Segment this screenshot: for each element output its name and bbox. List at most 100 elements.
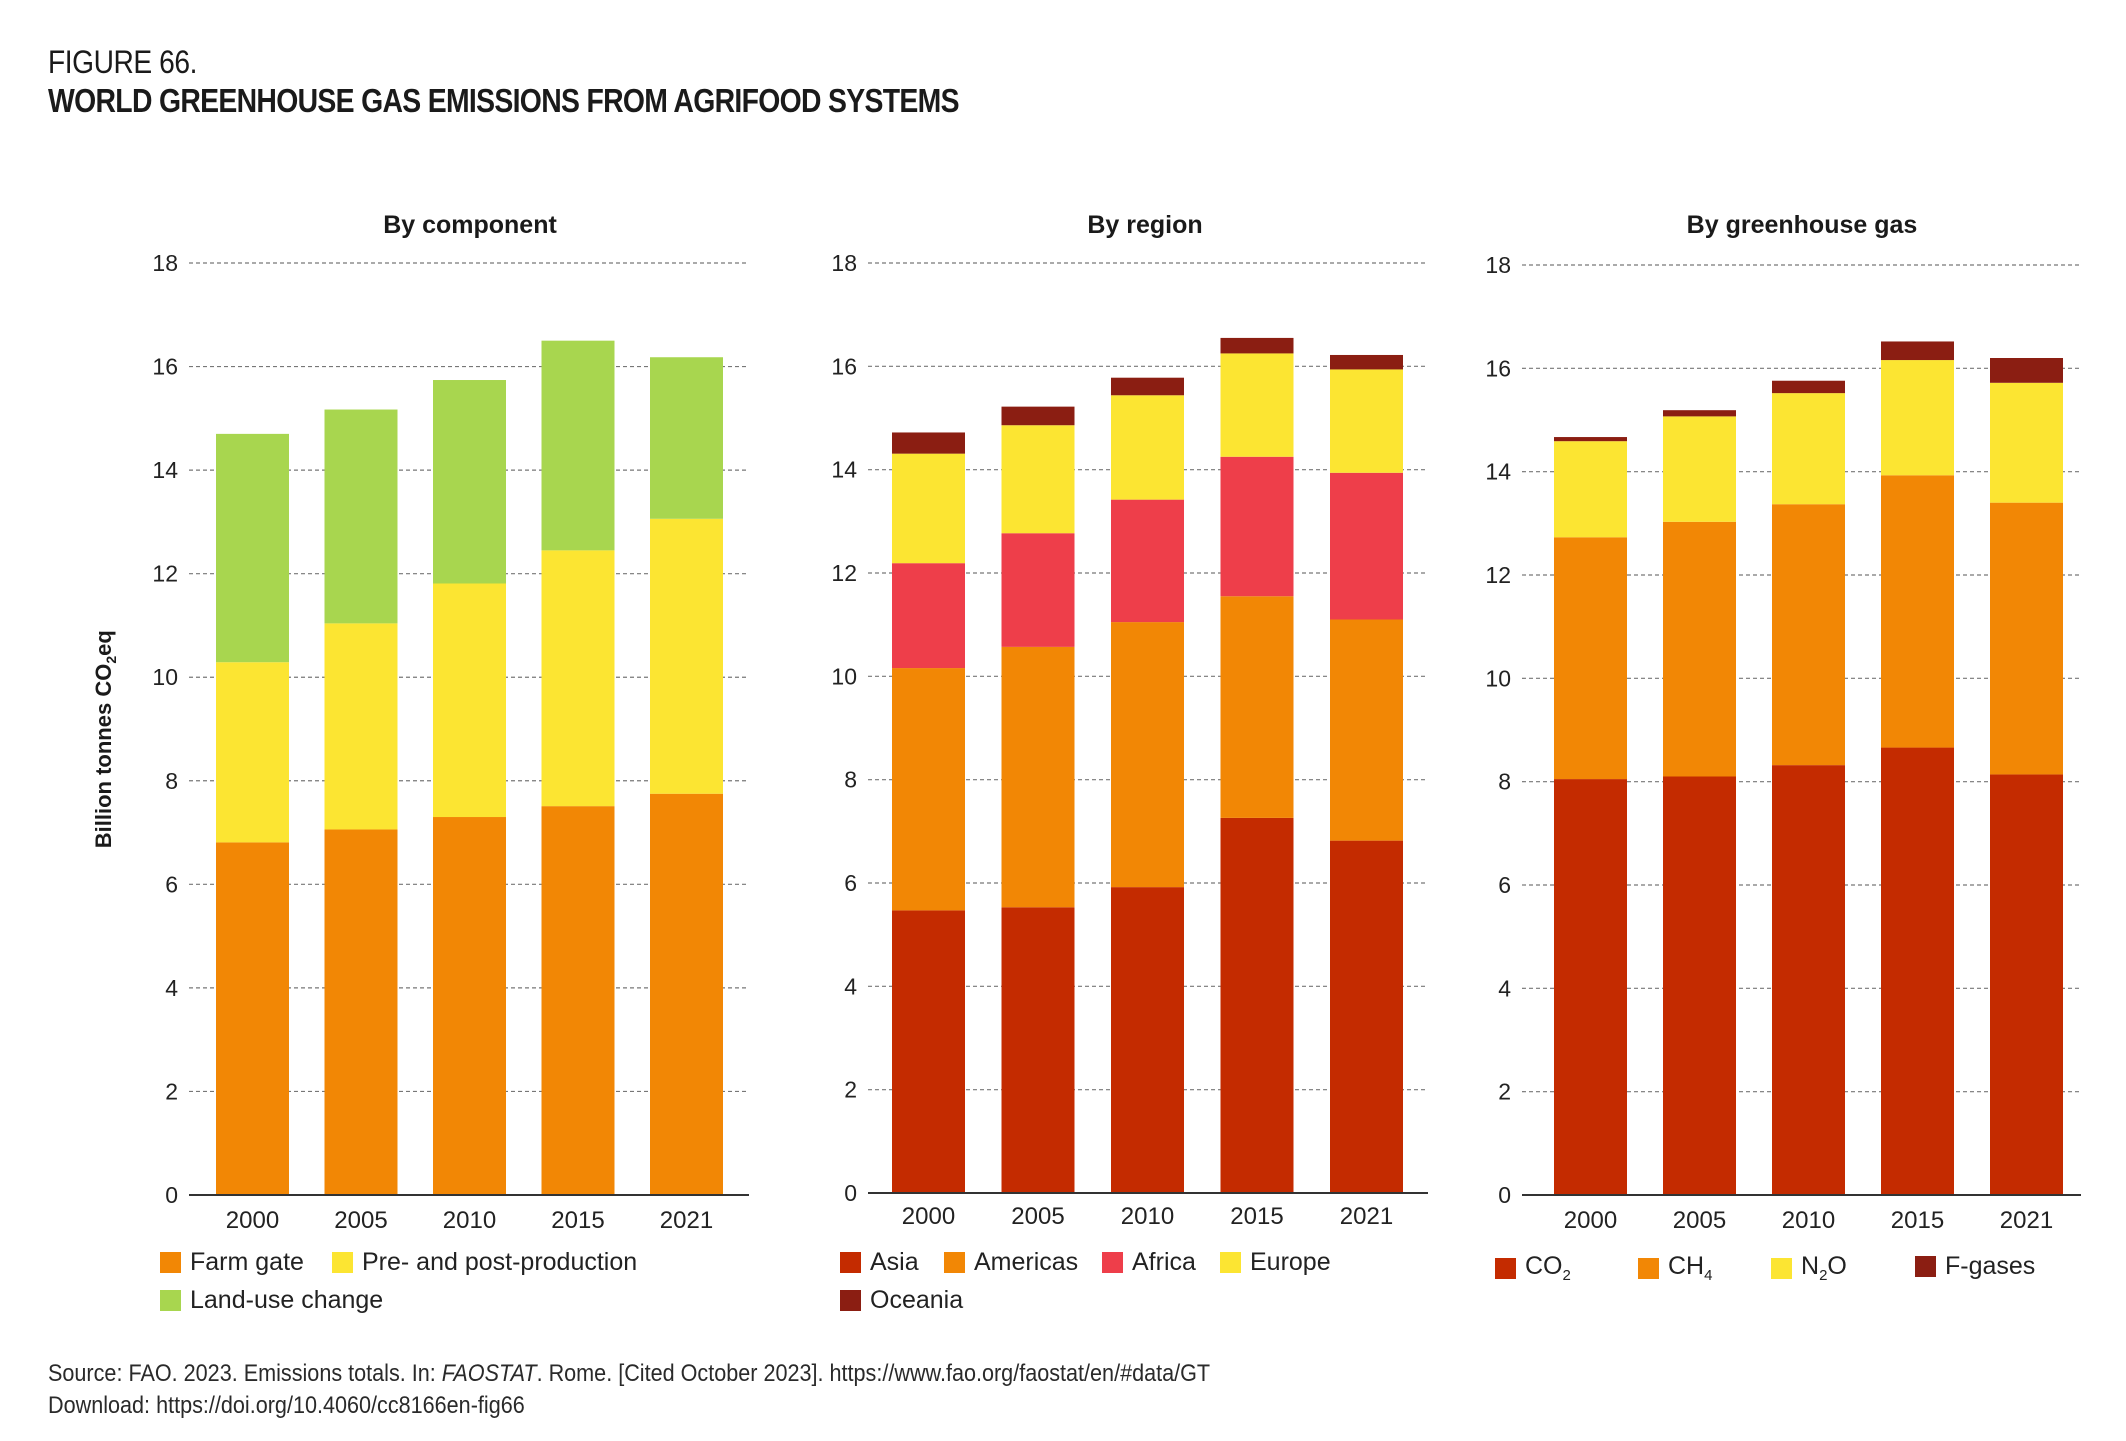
legend-item: Africa	[1102, 1248, 1196, 1277]
x-tick-label: 2005	[1011, 1203, 1064, 1230]
legend-item: CO2	[1495, 1252, 1571, 1284]
legend-swatch	[944, 1252, 965, 1273]
legend-item: Land-use change	[160, 1286, 383, 1315]
bar-segment-asia-2005	[1001, 907, 1075, 1193]
bar-segment-africa-2015	[1220, 456, 1294, 597]
legend-label: Africa	[1132, 1248, 1196, 1276]
bar-segment-n2o-2005	[1663, 416, 1736, 522]
legend-swatch	[1915, 1256, 1936, 1277]
bar-segment-americas-2015	[1220, 596, 1294, 818]
bar-segment-farm-gate-2005	[324, 829, 398, 1195]
legend-swatch	[160, 1252, 181, 1273]
legend-swatch	[1220, 1252, 1241, 1273]
x-tick-label: 2015	[551, 1207, 604, 1234]
y-tick-label: 12	[831, 560, 857, 586]
bar-segment-f-gases-2010	[1772, 380, 1845, 394]
bar-segment-asia-2010	[1111, 887, 1184, 1193]
bar-segment-americas-2000	[892, 668, 965, 911]
y-tick-label: 2	[844, 1077, 857, 1103]
y-tick-label: 4	[1498, 975, 1511, 1001]
x-tick-label: 2010	[1782, 1207, 1835, 1234]
legend-swatch	[332, 1252, 353, 1273]
source-italic: FAOSTAT	[441, 1360, 537, 1387]
legend-label: CO2	[1525, 1252, 1571, 1284]
legend-swatch	[160, 1290, 181, 1311]
bar-segment-pre-and-post-production-2010	[433, 583, 506, 818]
bar-segment-oceania-2015	[1220, 337, 1294, 354]
bar-segment-pre-and-post-production-2005	[324, 623, 398, 830]
chart-panel-1: By component 0 2 4 6 8 10 12 14 16 18 2000 2005 2010 2…	[152, 211, 749, 1234]
bar-segment-n2o-2000	[1554, 441, 1627, 538]
chart-title: By greenhouse gas	[1687, 211, 1918, 239]
y-tick-label: 10	[831, 663, 857, 689]
legend-swatch	[1495, 1257, 1516, 1279]
legend-item: CH4	[1638, 1252, 1712, 1284]
source-prefix: Source: FAO. 2023. Emissions totals. In:	[48, 1360, 442, 1387]
bar-segment-n2o-2010	[1772, 393, 1845, 505]
bar-segment-asia-2021	[1330, 840, 1403, 1193]
bar-segment-pre-and-post-production-2015	[541, 550, 615, 807]
legend-item: Oceania	[840, 1286, 963, 1315]
y-tick-label: 2	[165, 1078, 178, 1104]
x-tick-label: 2021	[1340, 1203, 1393, 1230]
bar-segment-n2o-2021	[1990, 382, 2063, 503]
bar-segment-land-use-change-2005	[324, 409, 398, 624]
legend-swatch	[840, 1290, 861, 1311]
x-tick-label: 2000	[1564, 1207, 1617, 1234]
legend-item: F-gases	[1915, 1252, 2035, 1281]
bar-segment-ch4-2010	[1772, 504, 1845, 766]
y-tick-label: 4	[165, 975, 178, 1001]
y-tick-label: 16	[1485, 355, 1511, 381]
bar-segment-oceania-2021	[1330, 354, 1403, 370]
x-tick-label: 2005	[1673, 1207, 1726, 1234]
source-line: Source: FAO. 2023. Emissions totals. In:…	[48, 1360, 1210, 1388]
legend-label: Land-use change	[190, 1286, 384, 1314]
bar-segment-americas-2010	[1111, 622, 1184, 888]
y-tick-label: 6	[1498, 872, 1511, 898]
bar-segment-f-gases-2015	[1881, 341, 1954, 361]
bar-segment-asia-2000	[892, 910, 965, 1193]
bar-segment-farm-gate-2000	[216, 842, 289, 1195]
y-tick-label: 8	[844, 767, 857, 793]
y-tick-label: 4	[844, 973, 857, 999]
y-tick-label: 0	[844, 1180, 857, 1206]
bar-segment-pre-and-post-production-2021	[650, 518, 723, 794]
bar-segment-europe-2015	[1220, 353, 1294, 457]
legend-label: N2O	[1801, 1252, 1847, 1284]
bar-segment-co2-2021	[1990, 774, 2063, 1195]
bar-segment-co2-2005	[1663, 776, 1736, 1195]
legend-swatch	[1638, 1257, 1659, 1279]
x-tick-label: 2015	[1891, 1207, 1944, 1234]
legend-label: Farm gate	[190, 1248, 304, 1276]
legend-label: Pre- and post-production	[362, 1248, 638, 1276]
y-tick-label: 14	[1485, 459, 1511, 485]
legend-label: Americas	[974, 1248, 1079, 1276]
y-tick-label: 12	[1485, 562, 1511, 588]
legend-label: Asia	[870, 1248, 919, 1276]
bar-segment-co2-2015	[1881, 747, 1954, 1195]
legend-label: Oceania	[870, 1286, 964, 1314]
y-tick-label: 2	[1498, 1079, 1511, 1105]
x-tick-label: 2010	[1121, 1203, 1174, 1230]
bar-segment-europe-2021	[1330, 369, 1403, 473]
legend-item: Americas	[944, 1248, 1078, 1277]
bar-segment-ch4-2015	[1881, 475, 1954, 748]
source-suffix: . Rome. [Cited October 2023]. https://ww…	[536, 1360, 1211, 1387]
bar-segment-f-gases-2021	[1990, 358, 2063, 383]
y-tick-label: 0	[1498, 1182, 1511, 1208]
x-tick-label: 2021	[2000, 1207, 2053, 1234]
legend-swatch	[840, 1252, 861, 1273]
legend-item: Europe	[1220, 1248, 1331, 1277]
y-tick-label: 12	[152, 561, 178, 587]
bar-segment-africa-2005	[1001, 533, 1075, 647]
bar-segment-land-use-change-2010	[433, 380, 506, 584]
bar-segment-americas-2021	[1330, 619, 1403, 841]
y-tick-label: 18	[152, 250, 178, 276]
y-tick-label: 6	[844, 870, 857, 896]
bar-segment-co2-2000	[1554, 779, 1627, 1195]
bar-segment-africa-2021	[1330, 472, 1403, 620]
figure-label: FIGURE 66.	[48, 44, 197, 80]
bar-segment-land-use-change-2015	[541, 340, 615, 551]
download-line: Download: https://doi.org/10.4060/cc8166…	[48, 1392, 525, 1419]
legend-item: Farm gate	[160, 1248, 304, 1277]
